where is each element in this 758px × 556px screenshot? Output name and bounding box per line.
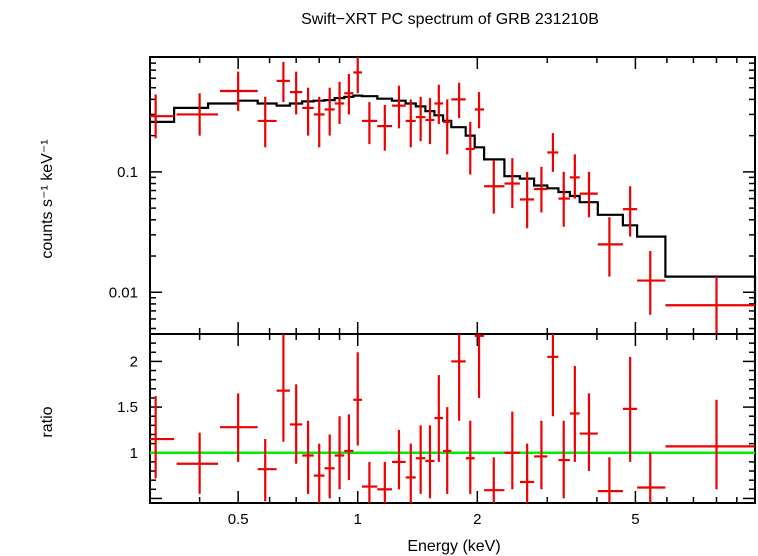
data-point <box>276 334 290 442</box>
data-point <box>579 393 598 472</box>
x-axis-label: Energy (keV) <box>407 538 500 555</box>
data-point <box>344 74 354 115</box>
data-point <box>257 439 277 502</box>
bottom-y-axis-label: ratio <box>39 406 56 437</box>
ratio-frame <box>149 333 756 504</box>
chart-title: Swift−XRT PC spectrum of GRB 231210B <box>301 11 599 28</box>
data-point <box>344 414 354 481</box>
y-tick-label: 2 <box>130 353 138 370</box>
data-point <box>219 71 258 112</box>
data-point <box>547 334 559 417</box>
x-tick-label: 2 <box>473 511 481 528</box>
data-point <box>324 87 335 136</box>
data-point <box>569 365 580 462</box>
data-point <box>353 352 362 446</box>
data-point <box>276 61 290 103</box>
data-point <box>302 87 314 136</box>
data-point <box>569 154 580 199</box>
data-point <box>324 434 335 499</box>
data-point <box>415 96 426 142</box>
top-y-axis-label: counts s⁻¹ keV⁻¹ <box>39 139 56 258</box>
data-point <box>665 276 755 334</box>
data-point <box>519 171 535 229</box>
ratio-panel: 0.5 1 2 5 1 1.5 2 <box>117 333 756 528</box>
data-point <box>579 171 598 218</box>
data-point <box>289 384 303 464</box>
data-point <box>465 121 475 175</box>
data-point <box>289 71 303 115</box>
data-point <box>405 99 416 148</box>
y-tick-label: 0.01 <box>109 284 138 301</box>
data-point <box>465 420 475 494</box>
data-point <box>622 356 638 462</box>
data-point <box>219 393 258 462</box>
data-point <box>474 334 485 398</box>
x-tick-label: 0.5 <box>228 511 249 528</box>
y-tick-label: 1 <box>130 445 138 462</box>
data-point <box>504 158 520 209</box>
data-point <box>434 375 444 462</box>
data-point <box>176 432 219 494</box>
data-point <box>150 396 175 479</box>
data-point <box>334 416 345 490</box>
data-point <box>637 452 666 503</box>
data-point <box>484 457 505 503</box>
data-point <box>443 407 452 494</box>
data-point <box>425 98 435 145</box>
data-point <box>451 82 466 119</box>
data-point <box>534 166 548 213</box>
x-tick-label: 1 <box>354 511 362 528</box>
data-point <box>257 96 277 148</box>
spectrum-panel: 0.01 0.1 <box>109 56 757 335</box>
data-point <box>434 84 444 124</box>
x-tick-label: 5 <box>631 511 639 528</box>
data-point <box>597 457 623 503</box>
data-point <box>622 186 638 237</box>
data-point <box>597 217 623 277</box>
data-point <box>334 81 345 124</box>
data-point <box>534 420 548 490</box>
data-point <box>392 429 406 490</box>
data-point <box>519 443 535 503</box>
data-point <box>451 334 466 421</box>
data-point <box>313 96 325 148</box>
data-point <box>504 411 520 490</box>
data-point <box>361 102 378 145</box>
data-point <box>474 92 485 129</box>
data-point <box>665 399 755 490</box>
y-tick-label: 0.1 <box>117 164 138 181</box>
data-point <box>392 85 406 129</box>
data-point <box>637 251 666 315</box>
data-point <box>484 160 505 214</box>
data-point <box>443 99 452 155</box>
data-point <box>150 94 175 139</box>
data-point <box>353 57 362 94</box>
data-point <box>377 461 393 503</box>
data-point <box>176 93 219 136</box>
data-point <box>558 171 570 227</box>
data-point <box>425 425 435 499</box>
data-point <box>405 443 416 503</box>
data-point <box>302 420 314 494</box>
data-point <box>361 461 378 503</box>
y-tick-label: 1.5 <box>117 399 138 416</box>
data-point <box>415 425 426 494</box>
data-point <box>377 104 393 151</box>
data-point <box>547 133 559 172</box>
data-point <box>558 420 570 499</box>
model-step-line <box>150 94 757 306</box>
data-point <box>313 443 325 503</box>
